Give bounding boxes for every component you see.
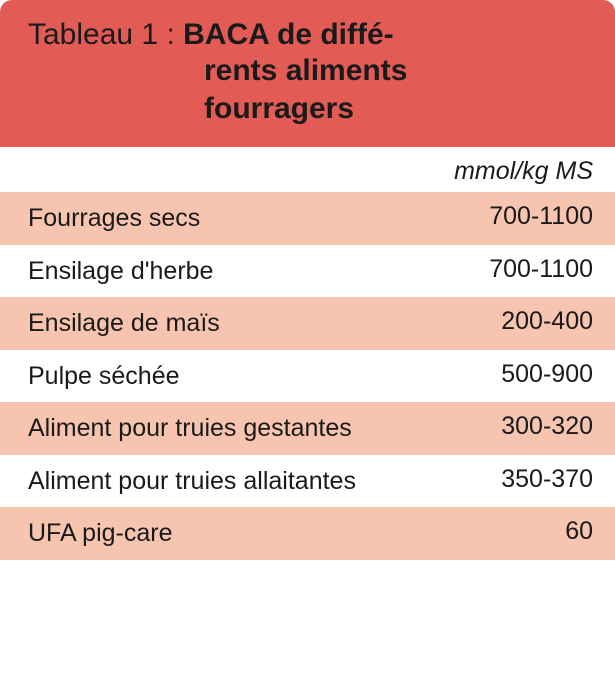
- row-value: 200-400: [501, 307, 593, 336]
- row-label: Fourrages secs: [28, 202, 489, 235]
- table-body: Fourrages secs700-1100Ensilage d'herbe70…: [0, 192, 615, 560]
- row-label: UFA pig-care: [28, 517, 565, 550]
- row-value: 700-1100: [489, 255, 593, 284]
- table-row: Ensilage d'herbe700-1100: [0, 245, 615, 298]
- table-row: Ensilage de maïs200-400: [0, 297, 615, 350]
- table-title-line3: fourragers: [28, 90, 587, 128]
- row-value: 500-900: [501, 360, 593, 389]
- row-label: Aliment pour truies allaitantes: [28, 465, 501, 498]
- row-label: Aliment pour truies gestantes: [28, 412, 501, 445]
- row-value: 350-370: [501, 465, 593, 494]
- table-row: Pulpe séchée500-900: [0, 350, 615, 403]
- row-value: 700-1100: [489, 202, 593, 231]
- baca-table: Tableau 1 : BACA de diffé- rents aliment…: [0, 0, 615, 560]
- table-row: Fourrages secs700-1100: [0, 192, 615, 245]
- row-label: Ensilage de maïs: [28, 307, 501, 340]
- row-value: 300-320: [501, 412, 593, 441]
- row-label: Ensilage d'herbe: [28, 255, 489, 288]
- unit-label: mmol/kg MS: [0, 147, 615, 192]
- table-title-line1: BACA de diffé-: [183, 18, 394, 51]
- table-row: UFA pig-care60: [0, 507, 615, 560]
- table-title-line2: rents aliments: [28, 52, 587, 90]
- table-header: Tableau 1 : BACA de diffé- rents aliment…: [0, 0, 615, 147]
- table-row: Aliment pour truies gestantes300-320: [0, 402, 615, 455]
- row-value: 60: [565, 517, 593, 546]
- row-label: Pulpe séchée: [28, 360, 501, 393]
- table-prefix: Tableau 1 :: [28, 18, 183, 51]
- table-row: Aliment pour truies allaitantes350-370: [0, 455, 615, 508]
